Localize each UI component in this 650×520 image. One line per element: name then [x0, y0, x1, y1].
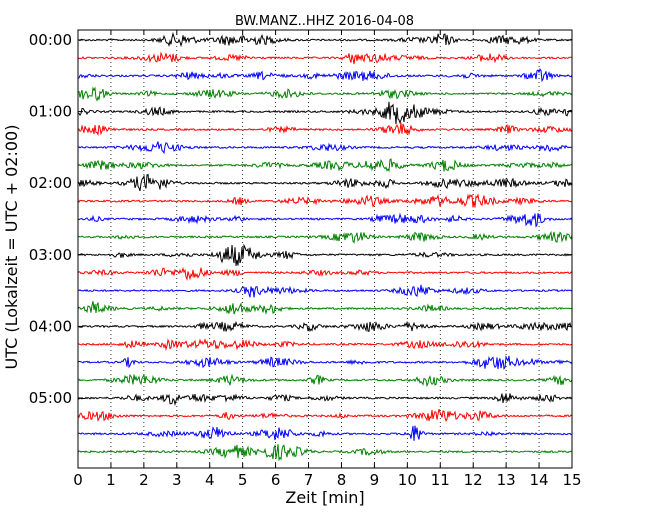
x-axis-label: Zeit [min] [285, 488, 364, 507]
x-tick-label: 4 [205, 471, 215, 489]
x-tick-label: 0 [73, 471, 83, 489]
seismogram-trace [77, 266, 573, 281]
seismogram-trace [77, 212, 573, 228]
seismogram-trace [77, 425, 573, 441]
x-tick-label: 3 [172, 471, 182, 489]
seismogram-trace [77, 193, 573, 208]
seismogram-trace [77, 158, 573, 173]
x-tick-label: 2 [139, 471, 149, 489]
y-tick-label: 01:00 [29, 103, 72, 121]
y-axis-ticks: 00:00 01:00 02:00 03:00 04:00 05:00 [29, 31, 572, 407]
x-axis-ticks: 0 1 2 3 4 5 6 7 8 9 10 11 12 13 14 15 [73, 30, 582, 489]
x-tick-label: 1 [106, 471, 116, 489]
x-tick-label: 12 [464, 471, 483, 489]
seismogram-trace [77, 68, 573, 83]
y-tick-label: 03:00 [29, 246, 72, 264]
x-tick-label: 10 [398, 471, 417, 489]
seismogram-trace [77, 393, 573, 407]
seismogram-trace [77, 355, 573, 370]
seismogram-trace [77, 320, 573, 333]
seismogram-trace [78, 31, 573, 48]
plot-frame [77, 29, 573, 469]
x-tick-label: 8 [337, 471, 347, 489]
x-tick-label: 7 [304, 471, 314, 489]
y-tick-label: 05:00 [29, 389, 72, 407]
seismogram-trace [77, 337, 573, 351]
x-tick-label: 14 [530, 471, 549, 489]
seismogram-trace [77, 284, 573, 298]
x-tick-label: 5 [238, 471, 248, 489]
seismogram-trace [77, 444, 573, 462]
seismogram-trace [77, 243, 573, 266]
seismogram-trace [77, 122, 573, 137]
seismogram-traces [77, 31, 573, 462]
seismogram-trace [77, 230, 573, 244]
y-tick-label: 02:00 [29, 174, 72, 192]
x-tick-label: 15 [562, 471, 581, 489]
seismogram-trace [77, 51, 573, 65]
seismogram-trace [77, 301, 573, 315]
seismogram-trace [77, 373, 573, 388]
y-tick-label: 04:00 [29, 317, 72, 335]
x-tick-label: 9 [370, 471, 380, 489]
x-tick-label: 11 [431, 471, 450, 489]
seismogram-trace [77, 101, 573, 125]
x-tick-label: 6 [271, 471, 281, 489]
x-tick-label: 13 [497, 471, 516, 489]
seismogram-trace [77, 141, 573, 155]
chart-title: BW.MANZ..HHZ 2016-04-08 [235, 14, 414, 29]
y-axis-label: UTC (Lokalzeit = UTC + 02:00) [2, 125, 21, 370]
seismogram-trace [77, 173, 573, 192]
seismogram-trace [77, 408, 573, 422]
seismogram-trace [77, 86, 573, 102]
y-tick-label: 00:00 [29, 31, 72, 49]
